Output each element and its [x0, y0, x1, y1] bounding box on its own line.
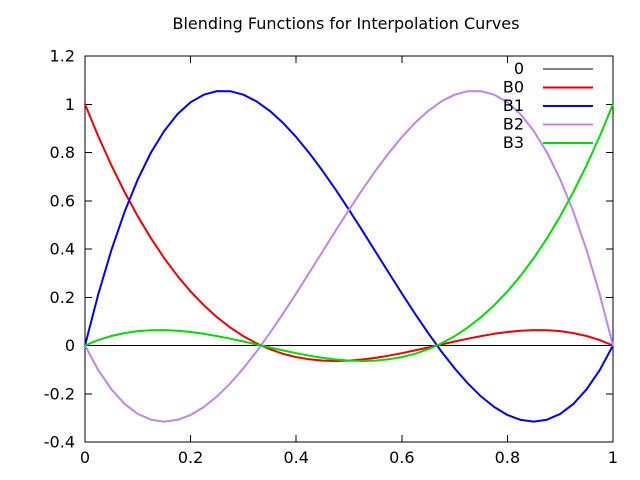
- x-tick-label: 0.8: [495, 448, 520, 467]
- plot-area: 0 0.2 0.4 0.6 0.8 1 -0.4 -0.2 0 0.2 0.4 0.6 0.8 1 1.2: [44, 47, 618, 468]
- x-tick-label: 1: [608, 448, 618, 467]
- series-line-B2: [84, 90, 614, 423]
- y-tick-label: 0.6: [50, 191, 75, 210]
- legend-label-B2: B2: [503, 115, 524, 134]
- x-tick-label: 0.6: [389, 448, 414, 467]
- y-tick-label: -0.2: [44, 384, 75, 403]
- legend-label-B3: B3: [503, 133, 524, 152]
- legend-label-B1: B1: [503, 96, 524, 115]
- chart-title: Blending Functions for Interpolation Cur…: [173, 14, 520, 33]
- plot-border: [84, 55, 614, 443]
- y-tick-label: 0.8: [50, 143, 75, 162]
- series-line-B0: [84, 103, 614, 362]
- y-tick-label: 0: [65, 336, 75, 355]
- series-line-B3: [84, 103, 614, 362]
- y-tick-label: -0.4: [44, 433, 75, 452]
- legend-label-0: 0: [514, 59, 524, 78]
- y-tick-label: 0.2: [50, 288, 75, 307]
- x-tick-label: 0.2: [178, 448, 203, 467]
- x-tick-label: 0.4: [283, 448, 308, 467]
- legend-label-B0: B0: [503, 78, 524, 97]
- y-tick-label: 1.2: [50, 47, 75, 66]
- x-tick-label: 0: [80, 448, 90, 467]
- y-tick-label: 1: [65, 95, 75, 114]
- y-tick-label: 0.4: [50, 240, 75, 259]
